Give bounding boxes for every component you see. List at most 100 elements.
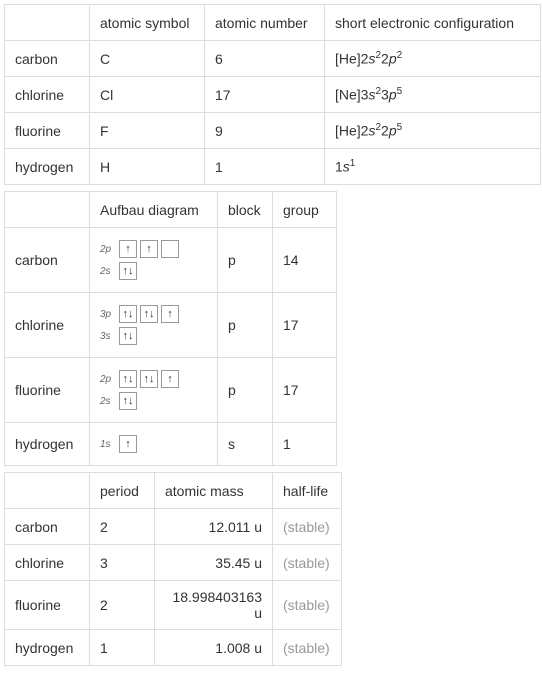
period: 1 — [90, 630, 155, 666]
electron-config: [He]2s22p5 — [325, 113, 541, 149]
table-row: fluorine2p↑↓↑↓↑2s↑↓p17 — [5, 358, 337, 423]
orbital-box: ↑↓ — [119, 392, 137, 410]
aufbau-diagram: 2p ↑↑ 2s ↑↓ — [90, 228, 218, 293]
element-name: fluorine — [5, 581, 90, 630]
aufbau-diagram: 1s ↑ — [90, 423, 218, 466]
period-mass-table: period atomic mass half-life carbon212.0… — [4, 472, 342, 666]
orbital-label: 2p — [100, 244, 114, 255]
table-header-row: atomic symbol atomic number short electr… — [5, 5, 541, 41]
table-row: carbon212.011 u(stable) — [5, 509, 342, 545]
orbital-row: 1s ↑ — [100, 435, 207, 453]
atomic-mass: 18.998403163 u — [155, 581, 273, 630]
atomic-number: 9 — [205, 113, 325, 149]
header-period: period — [90, 473, 155, 509]
table-row: fluorine218.998403163 u(stable) — [5, 581, 342, 630]
element-symbol: C — [90, 41, 205, 77]
half-life: (stable) — [273, 581, 342, 630]
table-row: hydrogen11.008 u(stable) — [5, 630, 342, 666]
table-row: hydrogenH11s1 — [5, 149, 541, 185]
header-block: block — [218, 192, 273, 228]
half-life: (stable) — [273, 545, 342, 581]
element-name: chlorine — [5, 293, 90, 358]
atomic-number: 6 — [205, 41, 325, 77]
element-symbol: F — [90, 113, 205, 149]
aufbau-table: Aufbau diagram block group carbon2p↑↑2s↑… — [4, 191, 337, 466]
orbital-row: 3s↑↓ — [100, 327, 207, 345]
orbital-box: ↑ — [119, 240, 137, 258]
element-name: hydrogen — [5, 423, 90, 466]
table-row: chlorine335.45 u(stable) — [5, 545, 342, 581]
period: 2 — [90, 509, 155, 545]
element-name: chlorine — [5, 77, 90, 113]
element-name: carbon — [5, 509, 90, 545]
orbital-label: 2p — [100, 374, 114, 385]
orbital-row: 2s ↑↓ — [100, 392, 207, 410]
electron-config: [He]2s22p2 — [325, 41, 541, 77]
electron-config: [Ne]3s23p5 — [325, 77, 541, 113]
empty-header — [5, 5, 90, 41]
atomic-mass: 1.008 u — [155, 630, 273, 666]
table-row: chlorine3p↑↓↑↓↑3s↑↓p17 — [5, 293, 337, 358]
orbital-label: 2s — [100, 266, 114, 277]
orbital-box: ↑ — [140, 240, 158, 258]
element-symbol: Cl — [90, 77, 205, 113]
orbital-row: 3p↑↓↑↓↑ — [100, 305, 207, 323]
group: 1 — [273, 423, 337, 466]
element-symbol: H — [90, 149, 205, 185]
orbital-box: ↑↓ — [119, 262, 137, 280]
table-row: carbon 2p ↑↑ 2s ↑↓ p14 — [5, 228, 337, 293]
orbital-row: 2s ↑↓ — [100, 262, 207, 280]
half-life: (stable) — [273, 630, 342, 666]
empty-header — [5, 192, 90, 228]
header-config: short electronic configuration — [325, 5, 541, 41]
element-name: fluorine — [5, 113, 90, 149]
orbital-box: ↑↓ — [119, 305, 137, 323]
aufbau-diagram: 3p↑↓↑↓↑3s↑↓ — [90, 293, 218, 358]
element-name: hydrogen — [5, 149, 90, 185]
element-name: hydrogen — [5, 630, 90, 666]
aufbau-diagram: 2p↑↓↑↓↑2s↑↓ — [90, 358, 218, 423]
period: 3 — [90, 545, 155, 581]
atomic-mass: 35.45 u — [155, 545, 273, 581]
table-row: chlorineCl17[Ne]3s23p5 — [5, 77, 541, 113]
table-header-row: Aufbau diagram block group — [5, 192, 337, 228]
table-header-row: period atomic mass half-life — [5, 473, 342, 509]
group: 17 — [273, 358, 337, 423]
atomic-number: 17 — [205, 77, 325, 113]
orbital-box: ↑ — [161, 370, 179, 388]
orbital-box: ↑ — [161, 305, 179, 323]
group: 14 — [273, 228, 337, 293]
table-row: carbonC6[He]2s22p2 — [5, 41, 541, 77]
orbital-box: ↑↓ — [119, 370, 137, 388]
half-life: (stable) — [273, 509, 342, 545]
orbital-label: 2s — [100, 396, 114, 407]
element-name: fluorine — [5, 358, 90, 423]
element-name: carbon — [5, 41, 90, 77]
atomic-number: 1 — [205, 149, 325, 185]
orbital-label: 3p — [100, 309, 114, 320]
orbital-row: 2p ↑↑ — [100, 240, 207, 258]
header-symbol: atomic symbol — [90, 5, 205, 41]
orbital-box: ↑↓ — [140, 305, 158, 323]
period: 2 — [90, 581, 155, 630]
block: p — [218, 293, 273, 358]
element-name: chlorine — [5, 545, 90, 581]
element-basics-table: atomic symbol atomic number short electr… — [4, 4, 541, 185]
orbital-box: ↑↓ — [140, 370, 158, 388]
header-aufbau: Aufbau diagram — [90, 192, 218, 228]
orbital-label: 1s — [100, 439, 114, 450]
header-number: atomic number — [205, 5, 325, 41]
atomic-mass: 12.011 u — [155, 509, 273, 545]
electron-config: 1s1 — [325, 149, 541, 185]
orbital-box: ↑ — [119, 435, 137, 453]
block: s — [218, 423, 273, 466]
table-row: fluorineF9[He]2s22p5 — [5, 113, 541, 149]
header-halflife: half-life — [273, 473, 342, 509]
block: p — [218, 358, 273, 423]
orbital-box: ↑↓ — [119, 327, 137, 345]
orbital-box — [161, 240, 179, 258]
element-name: carbon — [5, 228, 90, 293]
header-group: group — [273, 192, 337, 228]
block: p — [218, 228, 273, 293]
empty-header — [5, 473, 90, 509]
